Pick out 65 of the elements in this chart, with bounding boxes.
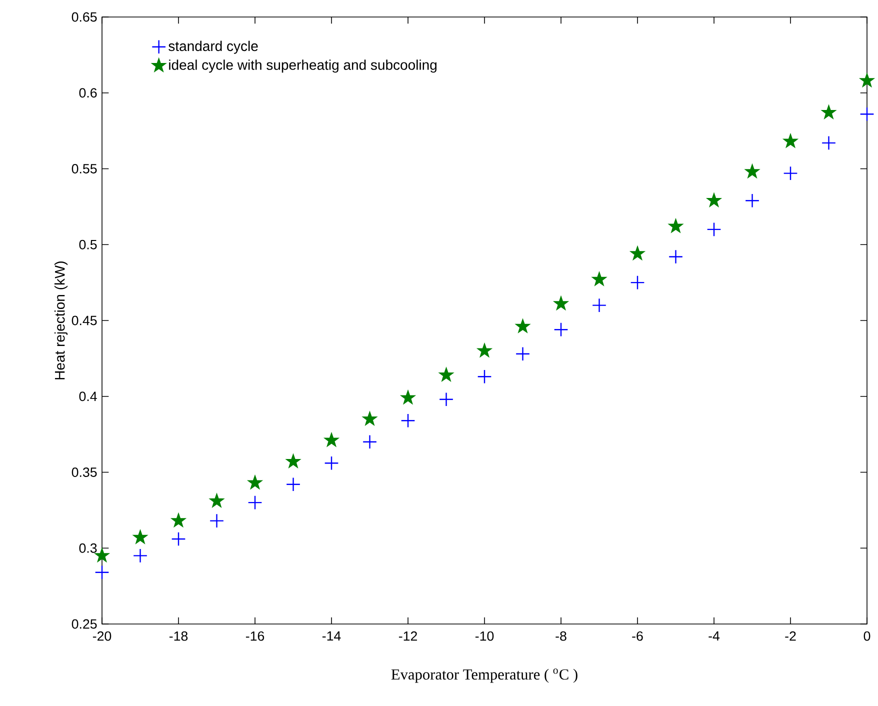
point <box>95 548 109 562</box>
point <box>707 193 721 207</box>
point <box>439 368 454 382</box>
y-tick-label: 0.65 <box>72 12 97 22</box>
point <box>821 136 836 150</box>
point <box>592 272 606 286</box>
x-axis-title: Evaporator Temperature ( $^{o}$C ) <box>391 668 578 683</box>
point <box>132 548 148 563</box>
y-tick-label: 0.5 <box>79 240 97 250</box>
y-tick-label: 0.35 <box>72 468 97 477</box>
point <box>744 193 760 208</box>
point <box>516 319 530 333</box>
y-tick-label: 0.4 <box>79 392 97 402</box>
x-tick-label: 0 <box>864 631 870 641</box>
point <box>706 222 722 237</box>
point <box>554 296 568 310</box>
point <box>324 456 339 470</box>
y-tick-label: 0.3 <box>79 543 97 553</box>
point <box>401 390 415 404</box>
point <box>860 106 874 122</box>
point <box>172 514 186 527</box>
point <box>478 344 492 357</box>
x-tick-label: -20 <box>92 631 112 641</box>
point <box>668 249 684 264</box>
x-tick-label: -14 <box>322 631 341 641</box>
point <box>248 495 262 510</box>
point <box>438 392 454 407</box>
point <box>630 246 644 260</box>
point <box>783 166 798 181</box>
point <box>477 369 492 384</box>
y-tick-label: 0.45 <box>72 316 97 326</box>
y-axis-title: Heat rejection (kW) <box>54 261 68 380</box>
point <box>209 514 224 528</box>
point <box>362 434 378 450</box>
x-tick-label: -6 <box>632 631 643 641</box>
point <box>554 322 568 337</box>
legend-label: ideal cycle with superheatig and subcooling <box>169 60 436 73</box>
x-tick-label: -16 <box>246 631 264 641</box>
point <box>515 346 530 362</box>
point <box>668 219 683 232</box>
point <box>400 413 416 428</box>
point <box>94 565 110 580</box>
point <box>286 454 300 468</box>
y-tick-label: 0.55 <box>72 164 97 174</box>
point <box>324 433 338 446</box>
point <box>248 476 262 489</box>
y-tick-label: 0.25 <box>72 619 97 629</box>
x-tick-label: -12 <box>398 631 417 641</box>
x-tick-label: -4 <box>708 631 720 641</box>
legend-label: standard cycle <box>168 40 258 54</box>
point <box>286 477 301 492</box>
point <box>630 275 645 290</box>
x-tick-label: -10 <box>475 631 494 641</box>
point <box>210 494 224 508</box>
x-tick-label: -2 <box>785 631 796 641</box>
y-tick-label: 0.6 <box>79 88 97 98</box>
x-tick-label: -8 <box>556 631 566 641</box>
point <box>133 530 148 544</box>
x-tick-label: -18 <box>169 631 188 641</box>
point <box>171 532 186 546</box>
point <box>592 298 607 313</box>
point <box>822 105 836 119</box>
point <box>784 134 798 148</box>
point <box>745 164 760 178</box>
point <box>362 412 377 426</box>
